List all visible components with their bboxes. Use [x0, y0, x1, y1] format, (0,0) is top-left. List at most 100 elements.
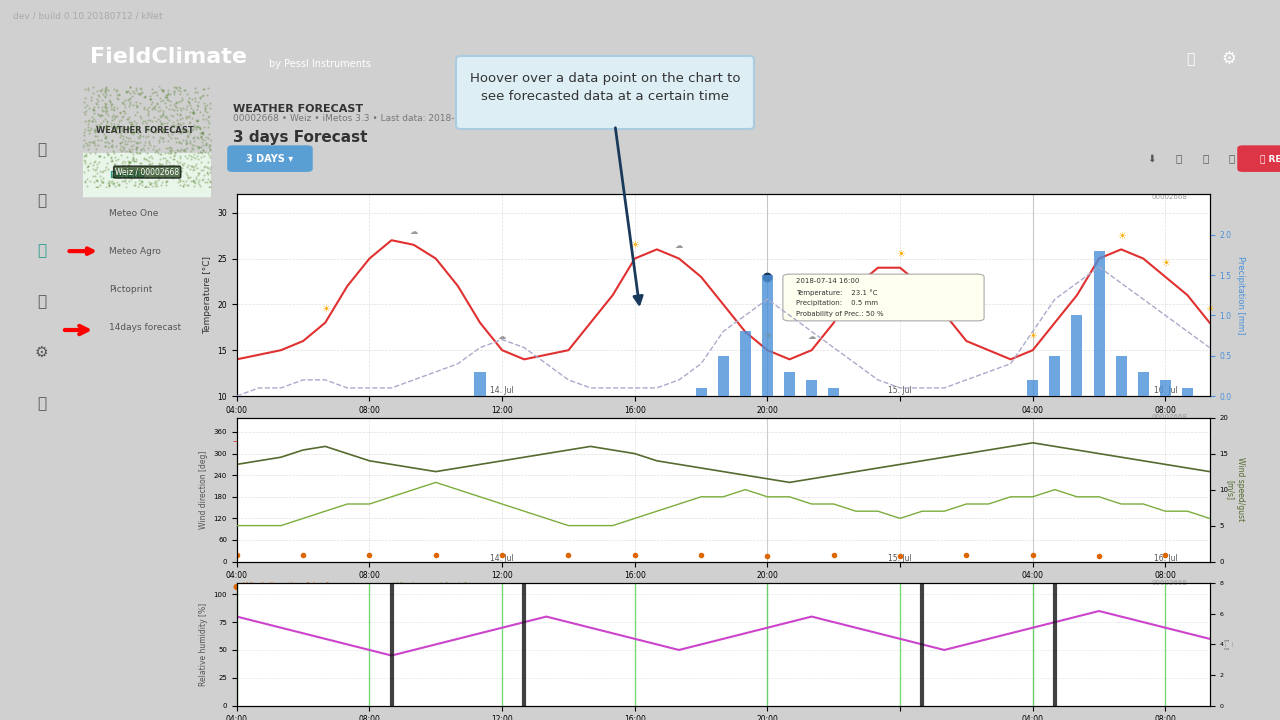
- Point: [193, 109, 214, 121]
- Point: [74, 166, 95, 177]
- Point: [150, 133, 170, 145]
- Point: [129, 162, 150, 174]
- Point: [150, 158, 170, 170]
- Point: [76, 173, 96, 184]
- Point: [84, 98, 105, 109]
- Point: [169, 157, 189, 168]
- Point: [102, 105, 123, 117]
- Point: [192, 158, 212, 170]
- Point: [124, 149, 145, 161]
- Point: [173, 174, 193, 186]
- Bar: [785, 372, 795, 396]
- Point: [74, 174, 95, 186]
- Point: [155, 174, 175, 185]
- Point: [188, 91, 209, 103]
- Point: [150, 99, 170, 111]
- Bar: [1028, 380, 1038, 396]
- Point: [133, 94, 154, 106]
- Point: [163, 117, 183, 129]
- Text: ☁: ☁: [808, 332, 815, 341]
- Point: [195, 169, 215, 181]
- Point: [105, 152, 125, 163]
- Point: [173, 149, 193, 161]
- Point: [170, 178, 191, 189]
- Point: [148, 131, 169, 143]
- Point: [97, 135, 118, 146]
- Point: [182, 158, 202, 170]
- Point: [74, 145, 95, 156]
- Point: [197, 137, 218, 148]
- Point: [79, 116, 100, 127]
- Point: [104, 179, 124, 190]
- Point: [163, 158, 183, 170]
- Point: [200, 154, 220, 166]
- Point: [165, 126, 186, 138]
- Point: [143, 108, 164, 120]
- Point: [93, 170, 114, 181]
- Point: [192, 133, 212, 145]
- Point: [192, 93, 212, 104]
- Point: [174, 99, 195, 111]
- Point: [122, 126, 142, 138]
- Point: [131, 97, 151, 109]
- Point: [90, 90, 110, 102]
- Point: [150, 105, 170, 117]
- Point: [138, 155, 159, 166]
- Point: [131, 158, 151, 170]
- Point: [175, 84, 196, 96]
- Text: 15. Jul: 15. Jul: [888, 554, 911, 563]
- Text: ☀: ☀: [1116, 230, 1125, 240]
- Point: [145, 99, 165, 110]
- Point: [114, 147, 134, 158]
- Point: [196, 176, 216, 187]
- Point: [76, 86, 96, 97]
- Point: [175, 86, 196, 97]
- Point: [79, 89, 100, 100]
- Point: [74, 171, 95, 183]
- Point: [90, 101, 110, 112]
- Point: [109, 132, 129, 144]
- Text: 00002668 • Weiz • iMetos 3.3 • Last data: 2018-07-13 16:00:07: 00002668 • Weiz • iMetos 3.3 • Last data…: [233, 114, 524, 122]
- Point: [102, 89, 123, 100]
- Point: [163, 91, 183, 103]
- Point: [163, 132, 183, 144]
- Point: [123, 177, 143, 189]
- Point: [131, 171, 151, 183]
- Point: [133, 150, 154, 161]
- Point: [116, 135, 137, 146]
- Point: [192, 88, 212, 99]
- Point: [200, 177, 220, 189]
- Point: [134, 82, 155, 94]
- Point: [161, 91, 182, 103]
- Point: [81, 128, 101, 140]
- Point: [191, 176, 211, 188]
- Point: [83, 165, 104, 176]
- Point: [200, 110, 220, 122]
- Point: [197, 103, 218, 114]
- Point: [124, 159, 145, 171]
- Point: [74, 150, 95, 162]
- Point: [87, 132, 108, 144]
- Point: [87, 133, 108, 145]
- Point: [150, 181, 170, 192]
- Point: [83, 124, 104, 135]
- Point: [197, 142, 218, 153]
- Point: [100, 87, 120, 99]
- Point: [82, 113, 102, 125]
- Point: [92, 166, 113, 177]
- Point: [137, 120, 157, 131]
- Point: [150, 161, 170, 172]
- Point: [166, 131, 187, 143]
- Point: [123, 102, 143, 114]
- Point: [150, 127, 170, 139]
- Point: [125, 141, 146, 153]
- Point: [142, 122, 163, 133]
- Point: [169, 107, 189, 119]
- Point: [97, 94, 118, 106]
- Point: [172, 117, 192, 128]
- Text: Meteo Agro: Meteo Agro: [109, 247, 161, 256]
- Point: [164, 147, 184, 158]
- Point: [157, 130, 178, 142]
- Point: [76, 135, 96, 146]
- Point: [104, 146, 124, 158]
